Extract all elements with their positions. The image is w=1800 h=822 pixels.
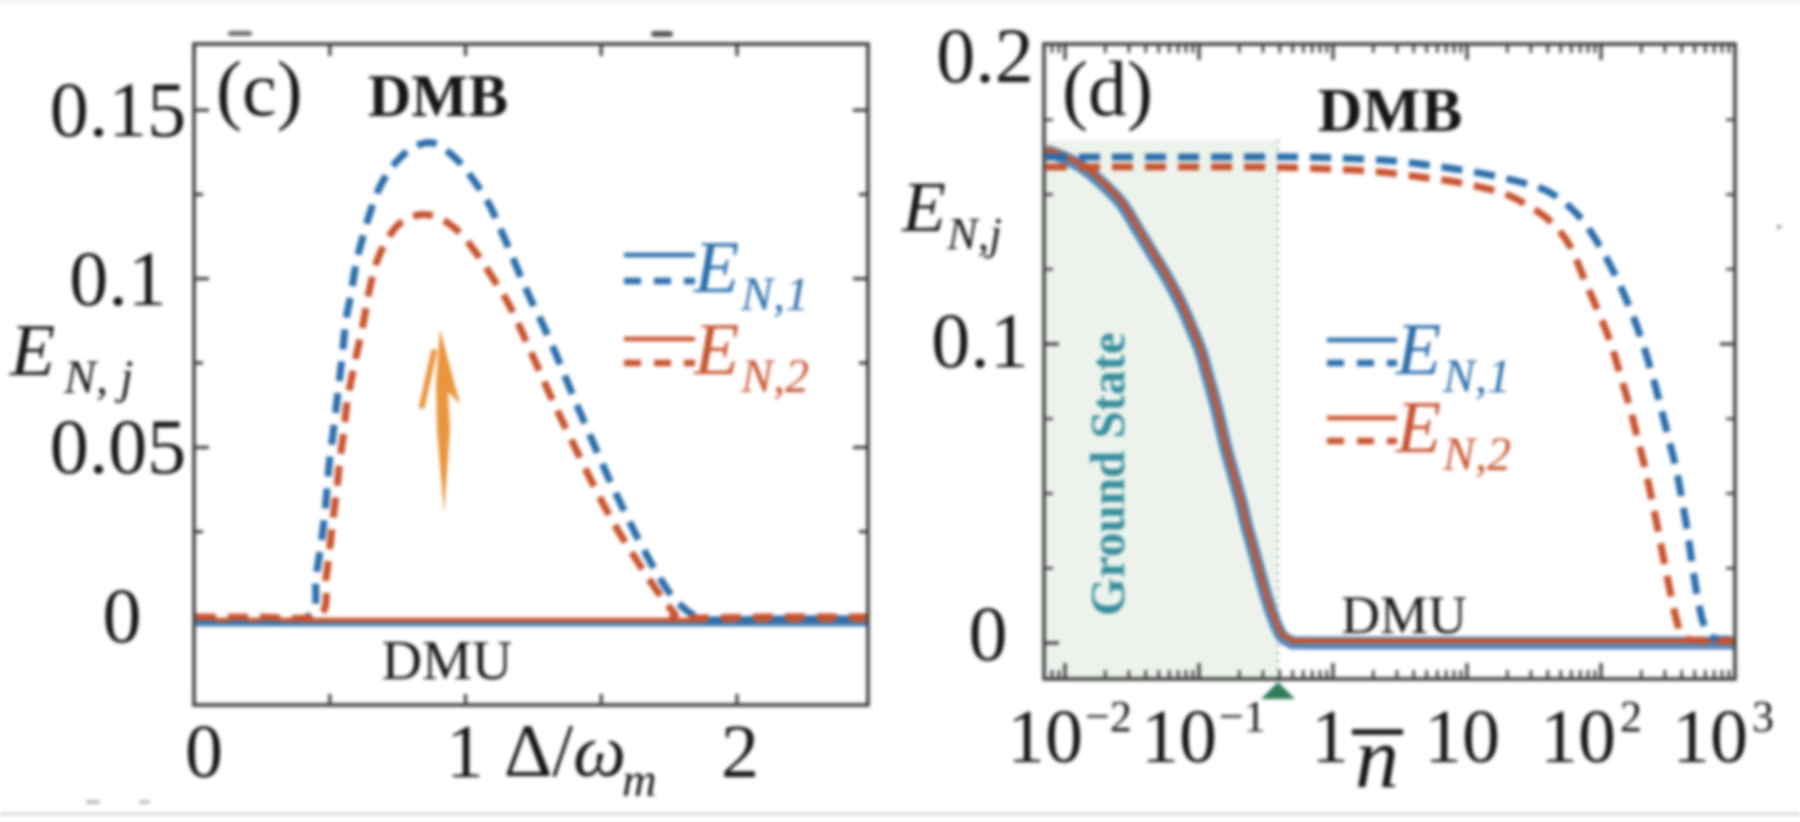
svg-text:E: E	[1395, 309, 1441, 391]
svg-text:E: E	[9, 310, 55, 392]
svg-text:n: n	[1355, 710, 1399, 807]
svg-text:0.15: 0.15	[50, 66, 187, 153]
svg-text:DMB: DMB	[1318, 77, 1463, 145]
svg-text:1: 1	[446, 710, 484, 794]
svg-text:0: 0	[969, 590, 1008, 677]
svg-text:0: 0	[103, 572, 142, 659]
svg-text:0.1: 0.1	[931, 297, 1029, 384]
svg-text:Ground State: Ground State	[1080, 332, 1135, 616]
svg-text:10: 10	[1540, 695, 1616, 779]
svg-text:DMB: DMB	[368, 63, 508, 129]
svg-text:N,1: N,1	[740, 268, 809, 321]
svg-text:10: 10	[1424, 695, 1500, 779]
svg-text:N,1: N,1	[1442, 350, 1511, 403]
svg-text:3: 3	[1752, 692, 1774, 741]
svg-text:N, j: N, j	[63, 351, 133, 404]
svg-text:10: 10	[1007, 695, 1083, 779]
svg-text:E: E	[901, 167, 946, 247]
svg-text:m: m	[622, 754, 657, 807]
svg-text:−1: −1	[1219, 692, 1266, 741]
svg-text:E: E	[693, 227, 739, 309]
svg-text:10: 10	[1141, 695, 1217, 779]
svg-text:Δ/ω: Δ/ω	[504, 710, 626, 793]
svg-text:10: 10	[1672, 695, 1748, 779]
svg-text:(c): (c)	[216, 45, 303, 132]
svg-text:DMU: DMU	[382, 630, 513, 692]
svg-text:(d): (d)	[1062, 45, 1153, 132]
svg-text:2: 2	[721, 710, 759, 794]
svg-text:0.05: 0.05	[50, 403, 187, 490]
svg-text:DMU: DMU	[1341, 585, 1467, 645]
svg-text:−2: −2	[1085, 692, 1132, 741]
svg-text:2: 2	[1620, 692, 1642, 741]
svg-text:N,j: N,j	[946, 208, 1002, 259]
svg-text:0.2: 0.2	[936, 12, 1034, 99]
svg-text:E: E	[693, 309, 739, 391]
svg-text:0.1: 0.1	[69, 235, 167, 322]
svg-text:0: 0	[185, 710, 223, 794]
svg-text:N,2: N,2	[1442, 428, 1511, 481]
svg-text:1: 1	[1311, 695, 1349, 779]
svg-text:N,2: N,2	[740, 350, 809, 403]
svg-text:E: E	[1395, 387, 1441, 469]
